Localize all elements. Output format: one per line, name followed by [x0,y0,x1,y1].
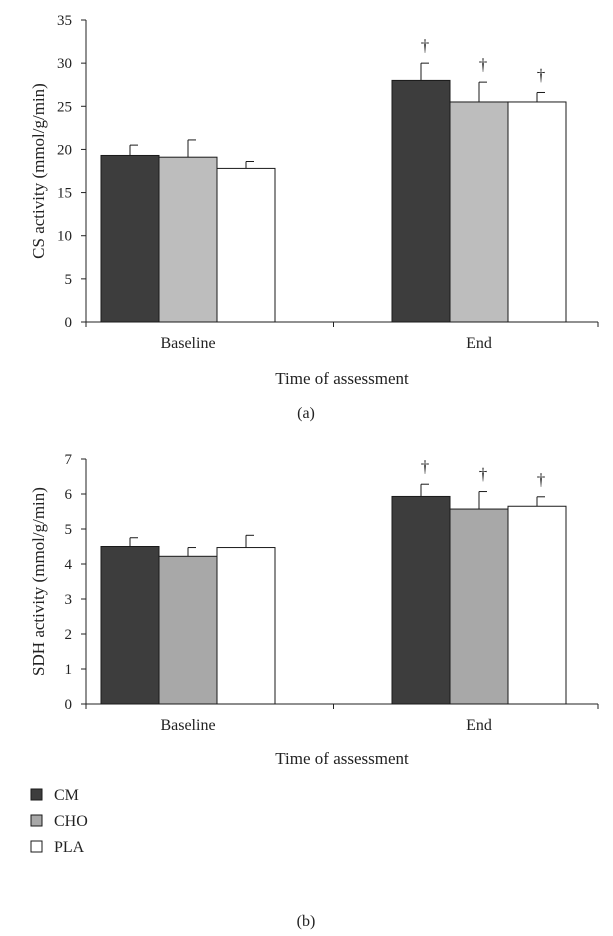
legend: CM CHO PLA [30,787,88,856]
y-tick-label: 10 [57,229,72,245]
legend-label-cm: CM [54,787,79,804]
bar-cm-end [391,79,451,323]
y-tick-label: 7 [65,452,73,468]
bar-pla-end [507,101,567,323]
x-tick-label: End [466,335,492,352]
legend-swatch-pla [30,840,43,853]
y-tick-label: 0 [65,697,73,713]
bar-cho-baseline [158,555,218,705]
significance-marker: † [537,470,546,489]
y-tick-label: 15 [57,186,72,202]
bar-cm-baseline [100,154,160,323]
y-tick-label: 4 [65,557,73,573]
x-axis-title: Time of assessment [275,749,409,768]
bar-cm-end [391,495,451,705]
panel-label: (a) [297,405,315,422]
y-tick-label: 5 [65,272,73,288]
bar-pla-baseline [216,167,276,323]
legend-swatch-cm [30,788,43,801]
y-tick-label: 25 [57,99,72,115]
y-axis-title: CS activity (mmol/g/min) [29,83,48,259]
y-tick-label: 35 [57,13,72,29]
legend-swatch-cho [30,814,43,827]
y-tick-label: 0 [65,315,73,331]
x-tick-label: End [466,717,492,734]
bar-pla-baseline [216,547,276,705]
x-tick-label: Baseline [160,335,215,352]
significance-marker: † [421,36,430,55]
bar-cho-baseline [158,156,218,323]
bar-cho-end [449,101,509,323]
significance-marker: † [479,55,488,74]
y-tick-label: 3 [65,592,73,608]
legend-label-pla: PLA [54,839,85,856]
y-axis-title: SDH activity (mmol/g/min) [29,487,48,676]
bar-cm-baseline [100,546,160,705]
y-tick-label: 6 [65,487,73,503]
bar-pla-end [507,505,567,705]
y-tick-label: 2 [65,627,73,643]
y-tick-label: 30 [57,56,72,72]
x-axis-title: Time of assessment [275,369,409,388]
significance-marker: † [537,65,546,84]
y-tick-label: 5 [65,522,73,538]
y-tick-label: 1 [65,662,73,678]
legend-label-cho: CHO [54,813,88,830]
panel-label: (b) [297,913,316,930]
bar-cho-end [449,508,509,705]
panel-b-chart: 0 1 2 3 4 5 6 7 Baseline End † † † Time of assessment… [29,452,599,930]
y-tick-label: 20 [57,142,72,158]
significance-marker: † [479,465,488,484]
panel-a-chart: 0 5 10 15 20 25 30 35 Baseline End † † † Time of asse… [29,13,599,422]
x-tick-label: Baseline [160,717,215,734]
significance-marker: † [421,457,430,476]
